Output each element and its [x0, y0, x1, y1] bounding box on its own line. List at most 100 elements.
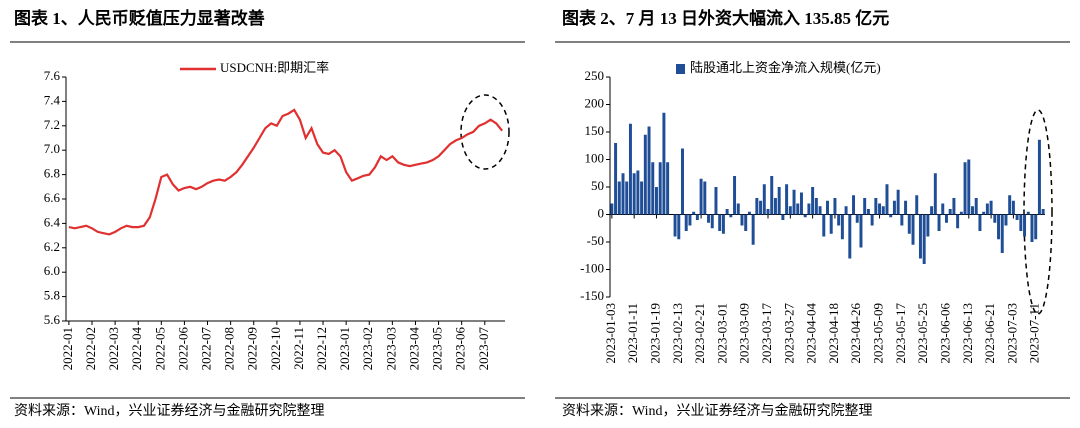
bar — [651, 162, 655, 215]
bar — [1008, 195, 1012, 215]
bar — [759, 200, 763, 215]
bar — [811, 187, 815, 215]
bar — [982, 211, 986, 215]
x-tick-label: 2022-08 — [222, 327, 237, 370]
bar — [956, 214, 960, 229]
x-tick-label: 2023-06 — [453, 327, 468, 371]
bar — [985, 203, 989, 215]
bar — [993, 214, 997, 223]
bar — [766, 209, 770, 215]
x-tick-label: 2023-03-17 — [759, 303, 774, 364]
bar — [1019, 214, 1023, 231]
legend-swatch — [676, 64, 685, 74]
bar — [900, 214, 904, 226]
bar — [978, 214, 982, 231]
bar — [636, 170, 640, 215]
bar — [796, 203, 800, 215]
bar — [889, 214, 893, 218]
source-note: 资料来源：Wind，兴业证券经济与金融研究院整理 — [562, 403, 873, 419]
bar — [837, 214, 841, 226]
bar — [666, 162, 670, 215]
bar — [1037, 139, 1041, 215]
x-tick-label: 2023-02 — [360, 327, 375, 370]
bar — [640, 181, 644, 215]
x-tick-label: 2023-05-25 — [915, 303, 930, 364]
y-tick-label: 6.6 — [44, 190, 61, 205]
x-tick-label: 2023-05-17 — [893, 303, 908, 364]
bar — [892, 200, 896, 215]
bar — [785, 184, 789, 215]
bar — [803, 214, 807, 218]
x-tick-label: 2023-04-18 — [826, 303, 841, 364]
bar — [922, 214, 926, 264]
bar — [777, 187, 781, 215]
bar — [1041, 209, 1045, 215]
y-tick-label: 50 — [591, 178, 604, 193]
bar — [959, 211, 963, 215]
bar — [866, 209, 870, 215]
bar — [878, 203, 882, 215]
x-tick-label: 2023-02-21 — [692, 303, 707, 364]
bar — [1015, 214, 1019, 220]
y-tick-label: 6.2 — [44, 239, 60, 254]
x-tick-label: 2023-01 — [337, 327, 352, 370]
bar — [681, 148, 684, 215]
bar — [1034, 214, 1038, 240]
bar — [974, 198, 978, 215]
bar — [1026, 211, 1030, 215]
bar — [725, 209, 729, 215]
bar — [721, 214, 725, 234]
y-tick-label: 0 — [598, 205, 605, 220]
y-tick-label: -50 — [587, 233, 604, 248]
bar — [833, 198, 837, 215]
y-tick-label: 6.0 — [44, 263, 60, 278]
x-tick-label: 2022-03 — [106, 327, 121, 370]
bar — [818, 206, 822, 215]
bar — [948, 209, 952, 215]
y-tick-label: 7.4 — [44, 92, 61, 107]
highlight-ellipse — [1023, 109, 1053, 315]
x-tick-label: 2023-06-21 — [982, 303, 997, 364]
x-tick-label: 2023-02-13 — [670, 303, 685, 364]
bar — [930, 206, 934, 215]
bar — [896, 189, 900, 215]
bar — [926, 214, 930, 237]
bar — [799, 192, 803, 215]
bar — [852, 195, 856, 215]
bar — [826, 200, 829, 215]
bar — [617, 181, 621, 215]
bar — [855, 214, 859, 223]
x-tick-label: 2022-04 — [129, 327, 144, 371]
bar — [688, 214, 692, 226]
bar — [933, 173, 937, 215]
bar — [1011, 200, 1015, 215]
bar — [710, 214, 714, 229]
bar — [885, 184, 889, 215]
bar — [792, 189, 796, 215]
bar — [989, 200, 993, 215]
bar — [863, 198, 867, 215]
x-tick-label: 2023-07-03 — [1004, 303, 1019, 364]
y-tick-label: 7.2 — [44, 117, 60, 132]
bar — [874, 198, 878, 215]
bar — [747, 211, 751, 215]
bar — [755, 198, 759, 215]
x-tick-label: 2023-05-09 — [871, 303, 886, 364]
x-tick-label: 2023-05 — [430, 327, 445, 370]
bar — [729, 214, 733, 218]
y-tick-label: 6.8 — [44, 166, 60, 181]
chart-title: 图表 2、7 月 13 日外资大幅流入 135.85 亿元 — [562, 8, 889, 28]
x-tick-label: 2022-02 — [83, 327, 98, 370]
y-tick-label: 100 — [585, 150, 605, 165]
bar — [684, 214, 688, 231]
bar — [870, 214, 874, 226]
bar — [677, 214, 681, 240]
bar — [632, 173, 636, 215]
y-tick-label: 5.8 — [44, 288, 60, 303]
bar — [963, 162, 967, 215]
bar — [751, 214, 755, 245]
bar — [904, 200, 908, 215]
bar — [714, 187, 718, 215]
y-tick-label: 7.0 — [44, 141, 60, 156]
